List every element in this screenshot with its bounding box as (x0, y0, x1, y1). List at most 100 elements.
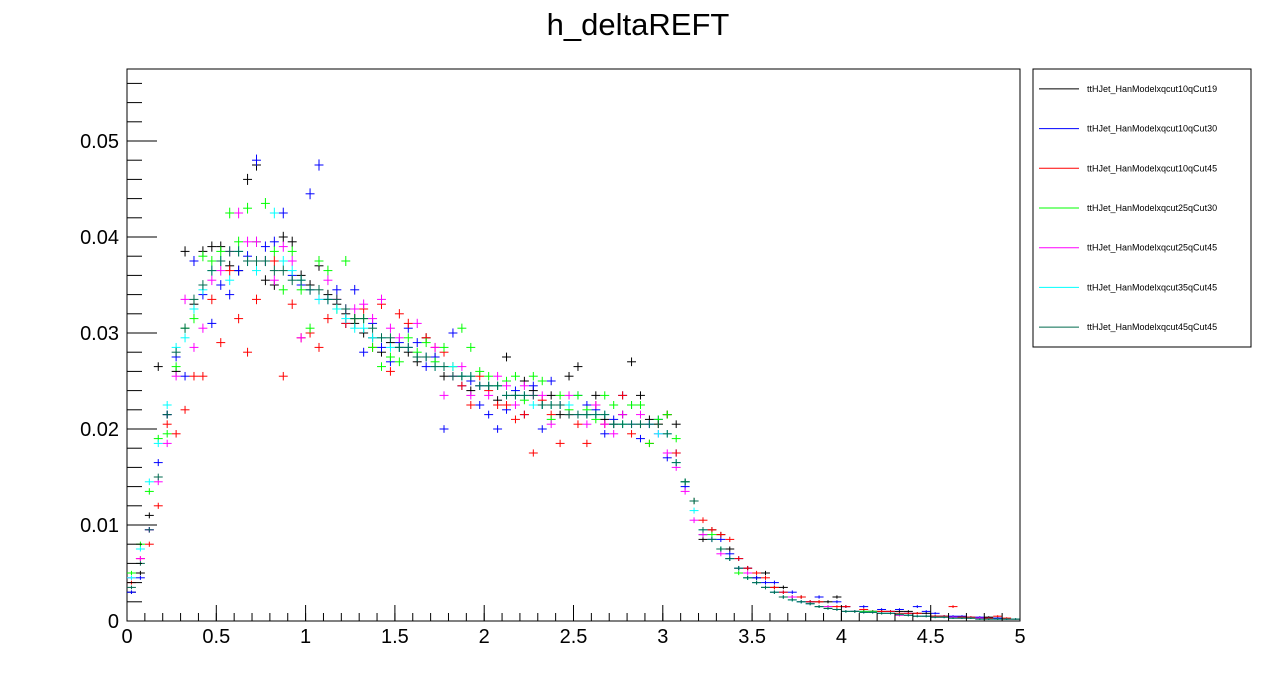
data-point (814, 600, 824, 604)
data-point (493, 400, 503, 410)
data-point (243, 347, 253, 357)
data-point (591, 391, 601, 400)
data-point (528, 381, 538, 390)
data-point (171, 347, 181, 357)
data-point (591, 410, 601, 419)
data-point (466, 391, 476, 400)
data-point (510, 400, 520, 410)
data-point (225, 265, 235, 276)
data-point (609, 420, 619, 429)
data-point (198, 251, 208, 262)
data-point (269, 265, 279, 276)
data-point (877, 612, 887, 615)
data-point (600, 391, 610, 400)
data-point (260, 275, 270, 286)
data-point (582, 410, 592, 419)
data-point (323, 275, 333, 286)
data-point (894, 613, 904, 616)
data-point (225, 289, 235, 300)
y-tick-label: 0.03 (80, 323, 119, 345)
legend-entry: ttHJet_HanModelxqcut45qCut45 (1039, 322, 1217, 332)
data-point (439, 342, 449, 352)
data-point (243, 202, 253, 214)
data-point (341, 255, 351, 267)
data-point (519, 391, 529, 400)
data-point (234, 246, 244, 257)
data-point (278, 265, 288, 276)
data-point (796, 595, 806, 599)
data-point (680, 478, 690, 486)
data-point (457, 371, 467, 381)
data-point (761, 570, 770, 576)
data-point (234, 313, 244, 324)
data-point (537, 391, 547, 400)
data-point (466, 400, 476, 410)
data-point (734, 565, 744, 571)
data-point (528, 400, 538, 410)
data-point (769, 585, 779, 590)
data-point (189, 255, 199, 267)
data-point (323, 313, 333, 324)
data-point (850, 610, 860, 613)
data-point (243, 255, 253, 267)
data-point (912, 615, 922, 618)
data-point (457, 381, 467, 390)
data-point (787, 595, 797, 599)
series-7 (127, 246, 1020, 620)
data-point (180, 294, 190, 305)
legend-entry: ttHJet_HanModelxqcut10qCut45 (1039, 163, 1217, 173)
data-point (430, 362, 440, 371)
data-point (537, 400, 547, 410)
data-point (323, 294, 333, 305)
data-point (305, 323, 315, 333)
data-point (439, 391, 449, 400)
data-point (930, 616, 940, 619)
data-point (412, 318, 422, 329)
data-point (135, 546, 145, 552)
data-point (796, 600, 806, 604)
data-point (832, 608, 842, 611)
data-point (537, 425, 547, 433)
data-point (912, 605, 922, 608)
data-point (725, 556, 735, 561)
data-point (278, 241, 288, 252)
x-tick-label: 4.5 (917, 626, 945, 648)
data-point (341, 304, 351, 314)
data-point (180, 333, 190, 343)
data-point (341, 313, 351, 324)
data-point (457, 323, 467, 333)
data-point (225, 207, 235, 219)
data-point (421, 338, 431, 348)
data-point (287, 246, 297, 257)
data-point (368, 323, 378, 333)
data-point (841, 610, 851, 613)
data-point (243, 173, 253, 185)
data-point (528, 391, 538, 400)
data-point (314, 294, 324, 305)
data-point (618, 410, 628, 419)
data-point (180, 405, 190, 414)
data-point (618, 420, 628, 429)
data-point (921, 615, 931, 618)
data-point (394, 357, 404, 367)
data-point (153, 459, 163, 467)
data-point (314, 284, 324, 295)
data-point (171, 430, 181, 438)
data-point (752, 575, 762, 580)
data-point (171, 362, 181, 371)
data-point (252, 265, 261, 276)
legend-label: ttHJet_HanModelxqcut10qCut45 (1087, 163, 1217, 173)
data-point (278, 231, 288, 243)
data-point (127, 585, 136, 590)
data-point (484, 381, 494, 390)
data-point (903, 612, 913, 615)
x-tick-label: 1.5 (381, 626, 409, 648)
data-point (644, 420, 654, 429)
data-point (127, 590, 136, 594)
data-point (671, 449, 681, 457)
data-point (778, 595, 788, 599)
data-point (502, 391, 511, 400)
data-point (296, 284, 306, 295)
data-point (966, 617, 976, 620)
data-point (519, 410, 529, 419)
